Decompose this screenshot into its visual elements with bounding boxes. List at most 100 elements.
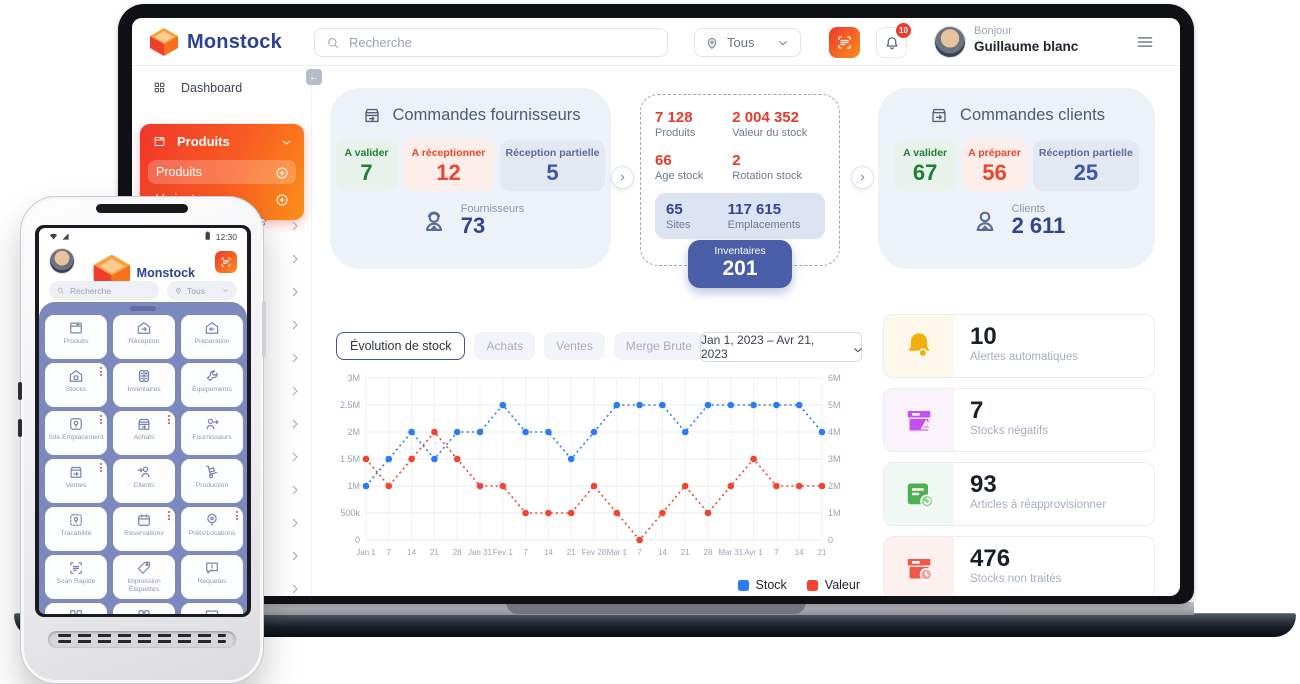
chart-tab-achats[interactable]: Achats — [474, 332, 536, 360]
app-tile-requetes[interactable]: Requetes — [181, 555, 243, 599]
sidebar-collapsed-item-chevron[interactable] — [287, 548, 301, 562]
tile-label: Préparation — [194, 338, 230, 345]
app-tile-inventaires[interactable]: Inventaires — [113, 363, 175, 407]
app-tile-fournisseurs[interactable]: Fournisseurs — [181, 411, 243, 455]
app-tile-clients[interactable]: Clients — [113, 459, 175, 503]
chart-tab-merge-brute[interactable]: Merge Brute — [613, 332, 704, 360]
user-avatar[interactable] — [49, 248, 75, 274]
status-chip-r-ception-partielle[interactable]: Réception partielle 5 — [499, 140, 606, 191]
alert-card-stocks-non-traités[interactable]: 476 Stocks non traités — [883, 536, 1155, 596]
app-tile-scan-rapide[interactable]: Scan Rapide — [45, 555, 107, 599]
search-bar[interactable]: Recherche — [49, 281, 159, 300]
search-bar[interactable] — [314, 28, 668, 57]
sidebar-collapsed-item-chevron[interactable] — [287, 449, 301, 463]
status-chip-a-valider[interactable]: A valider 67 — [894, 140, 957, 191]
app-tile-grid-icon[interactable] — [45, 603, 107, 614]
scan-button[interactable] — [215, 251, 237, 273]
app-tile-produits[interactable]: Produits — [45, 315, 107, 359]
app-tile-doors-icon[interactable] — [113, 603, 175, 614]
neg-box-icon — [884, 389, 954, 451]
sidebar-collapsed-item-chevron[interactable] — [287, 218, 301, 232]
alert-card-articles-à-réapprovisionner[interactable]: 93 Articles à réapprovisionner — [883, 462, 1155, 526]
tile-label: Inventaires — [127, 386, 161, 393]
sidebar-collapsed-item-chevron[interactable] — [287, 581, 301, 595]
app-tile-préparation[interactable]: Préparation — [181, 315, 243, 359]
brand-logo[interactable]: Monstock — [148, 26, 282, 58]
alert-card-alertes-automatiques[interactable]: 10 Alertes automatiques — [883, 314, 1155, 378]
date-range-picker[interactable]: Jan 1, 2023 – Avr 21, 2023 — [700, 332, 862, 362]
restock-icon — [884, 463, 954, 525]
notifications-button[interactable]: 10 — [876, 23, 911, 58]
fournisseurs-label: Fournisseurs — [460, 203, 525, 215]
inventaires-button[interactable]: Inventaires 201 — [688, 240, 792, 288]
legend-item-stock[interactable]: Stock — [737, 578, 787, 592]
house-out-icon — [181, 319, 243, 337]
app-tile-presentation-icon[interactable] — [181, 603, 243, 614]
sidebar-collapsed-item-chevron[interactable] — [287, 251, 301, 265]
app-tile-impression-étiquettes[interactable]: Impression Étiquettes — [113, 555, 175, 599]
sidebar-collapsed-item-chevron[interactable] — [287, 284, 301, 298]
legend-item-valeur[interactable]: Valeur — [806, 578, 860, 592]
svg-text:7: 7 — [523, 548, 528, 557]
app-tile-prêts-locations[interactable]: Prêts/Locations — [181, 507, 243, 551]
fournisseurs-count: 73 — [460, 213, 486, 238]
connector-left-button[interactable] — [611, 166, 634, 189]
svg-text:4M: 4M — [828, 427, 841, 437]
plus-circle-icon[interactable] — [274, 165, 288, 179]
svg-text:3M: 3M — [828, 454, 841, 464]
sidebar-collapse-button[interactable]: ← — [306, 69, 322, 85]
search-input[interactable] — [349, 35, 657, 50]
notification-dots-badge — [100, 463, 102, 474]
alert-card-stocks-négatifs[interactable]: 7 Stocks négatifs — [883, 388, 1155, 452]
sidebar-item-dashboard[interactable]: Dashboard — [152, 80, 242, 95]
sidebar-item-produits[interactable]: Produits — [148, 132, 296, 157]
app-tile-tracabilité[interactable]: Tracabilité — [45, 507, 107, 551]
svg-text:7: 7 — [637, 548, 642, 557]
notification-dots-badge — [168, 415, 170, 426]
connector-right-button[interactable] — [851, 166, 874, 189]
chip-value: 7 — [360, 160, 373, 185]
store-arrow-icon — [45, 463, 107, 481]
card-commandes-fournisseurs: Commandes fournisseurs A valider 7 A récep… — [330, 88, 611, 269]
date-range-value: Jan 1, 2023 – Avr 21, 2023 — [701, 333, 815, 361]
sidebar-collapsed-item-chevron[interactable] — [287, 515, 301, 529]
subitem-label: Produits — [156, 165, 202, 179]
status-chip-a-valider[interactable]: A valider 7 — [335, 140, 398, 191]
site-filter-dropdown[interactable]: Tous — [694, 28, 801, 57]
status-chip-a-r-ceptionner[interactable]: A réceptionner 12 — [403, 140, 494, 191]
menu-button[interactable] — [1134, 32, 1156, 52]
sidebar-collapsed-item-chevron[interactable] — [287, 350, 301, 364]
sidebar-collapsed-item-chevron[interactable] — [287, 317, 301, 331]
svg-text:Mar 1: Mar 1 — [607, 548, 628, 557]
chart-tab--volution-de-stock[interactable]: Évolution de stock — [336, 332, 466, 360]
status-chip-a-pr-parer[interactable]: A préparer 56 — [962, 140, 1027, 191]
bell-icon — [883, 34, 901, 52]
scan-button[interactable] — [829, 27, 860, 58]
app-tile-achats[interactable]: Achats — [113, 411, 175, 455]
svg-text:14: 14 — [544, 548, 553, 557]
app-tile-site-emplacement[interactable]: Site Emplacement — [45, 411, 107, 455]
chip-label: Réception partielle — [505, 147, 600, 159]
sidebar-collapsed-item-chevron[interactable] — [287, 383, 301, 397]
sidebar-collapsed-item-chevron[interactable] — [287, 482, 301, 496]
app-tile-réservations[interactable]: Réservations — [113, 507, 175, 551]
app-tile-équipements[interactable]: Équipements — [181, 363, 243, 407]
chart-tab-ventes[interactable]: Ventes — [544, 332, 605, 360]
alert-label: Stocks non traités — [970, 573, 1062, 586]
app-tile-stocks[interactable]: Stocks — [45, 363, 107, 407]
site-filter-dropdown[interactable]: Tous — [167, 281, 237, 300]
app-tile-ventes[interactable]: Ventes — [45, 459, 107, 503]
svg-text:21: 21 — [567, 548, 576, 557]
chevron-down-icon — [775, 35, 791, 51]
sidebar-collapsed-item-chevron[interactable] — [287, 416, 301, 430]
user-avatar[interactable] — [934, 26, 966, 58]
app-tile-réception[interactable]: Réception — [113, 315, 175, 359]
drag-handle[interactable] — [130, 306, 156, 311]
plus-circle-icon[interactable] — [274, 192, 288, 206]
app-tile-production[interactable]: Production — [181, 459, 243, 503]
status-chip-r-ception-partielle[interactable]: Réception partielle 25 — [1032, 140, 1139, 191]
handheld-device: 12:30 Monstock Recherche Tous — [18, 196, 266, 684]
stock-evolution-chart[interactable]: 0 0 500k 1M 1M 2M 1.5M 3M 2M 4M 2.5M 5M 3M 6M Jan 1 7 14… — [330, 368, 860, 576]
alert-label: Alertes automatiques — [970, 351, 1079, 364]
sidebar-subitem-produits[interactable]: Produits — [148, 160, 296, 184]
